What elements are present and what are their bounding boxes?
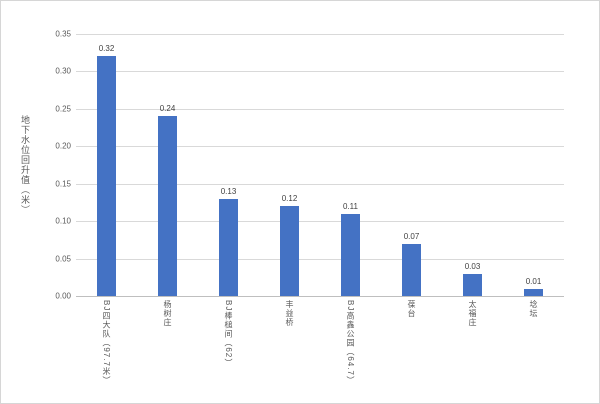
y-tick-label: 0.30 <box>55 66 71 76</box>
bar <box>341 214 360 296</box>
y-tick-label: 0.25 <box>55 104 71 114</box>
y-axis-ticks: 0.00 0.05 0.10 0.15 0.20 0.25 0.30 0.35 <box>1 30 71 301</box>
y-tick-label: 0.05 <box>55 254 71 264</box>
bar-value-label: 0.01 <box>525 277 542 286</box>
bar-value-label: 0.12 <box>281 194 298 203</box>
bar <box>97 56 116 296</box>
bar-value-label: 0.03 <box>464 262 481 271</box>
y-gridline <box>76 146 564 147</box>
bar <box>158 116 177 296</box>
bar-value-label: 0.13 <box>220 187 237 196</box>
bar-value-label: 0.32 <box>98 44 115 53</box>
y-tick-label: 0.10 <box>55 216 71 226</box>
bar-value-label: 0.24 <box>159 104 176 113</box>
y-tick-label: 0.00 <box>55 291 71 301</box>
y-gridline <box>76 184 564 185</box>
y-tick-label: 0.15 <box>55 179 71 189</box>
bar <box>219 199 238 296</box>
y-gridline <box>76 34 564 35</box>
x-category-label: 埝坛 <box>529 300 538 318</box>
bar-value-label: 0.11 <box>343 202 358 211</box>
y-gridline <box>76 109 564 110</box>
y-tick-label: 0.35 <box>55 29 71 39</box>
x-category-label: BJ四大队（97.7米） <box>102 300 111 385</box>
y-gridline <box>76 259 564 260</box>
x-category-label: BJ棒槌间（62） <box>224 300 233 368</box>
bar <box>280 206 299 296</box>
y-gridline <box>76 221 564 222</box>
y-axis-title: 地下水位回升值（米） <box>20 115 30 215</box>
x-category-label: 太福庄 <box>468 300 477 327</box>
x-category-label: 丰益桥 <box>285 300 294 327</box>
x-category-label: BJ高鑫公园（64.7） <box>346 300 355 385</box>
plot-area: 0.32 0.24 0.13 0.12 0.11 0.07 0.03 0.01 <box>76 34 564 297</box>
bar <box>524 289 543 296</box>
bar <box>463 274 482 296</box>
bar-value-label: 0.07 <box>403 232 420 241</box>
y-gridline <box>76 71 564 72</box>
x-category-label: 杨树庄 <box>163 300 172 327</box>
bar <box>402 244 421 296</box>
y-tick-label: 0.20 <box>55 141 71 151</box>
x-axis-line <box>76 296 564 297</box>
x-category-label: 葆台 <box>407 300 416 318</box>
x-axis-labels: BJ四大队（97.7米） 杨树庄 BJ棒槌间（62） 丰益桥 BJ高鑫公园（64.7） 葆… <box>76 300 564 400</box>
